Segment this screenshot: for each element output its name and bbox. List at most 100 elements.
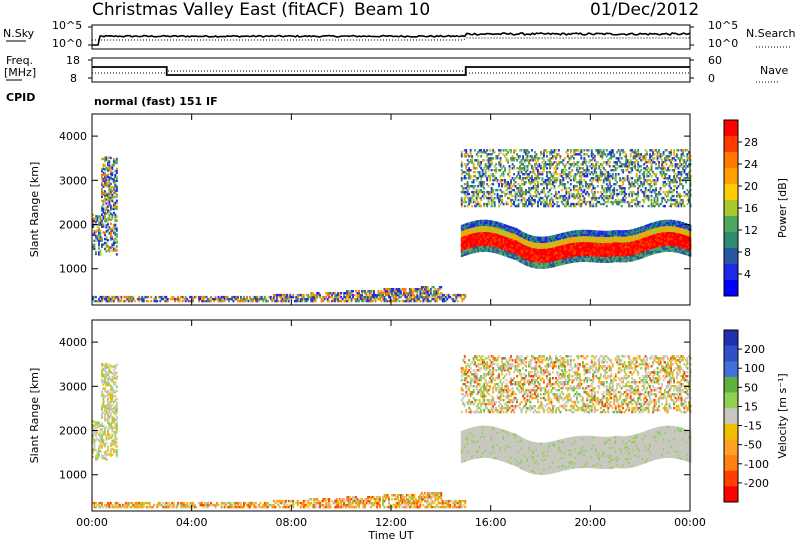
- data-cell: [502, 202, 505, 206]
- data-cell: [483, 187, 486, 190]
- data-cell: [507, 159, 509, 162]
- data-cell: [496, 179, 499, 182]
- data-cell: [544, 192, 547, 196]
- data-cell: [552, 198, 554, 202]
- data-cell: [537, 181, 539, 184]
- data-cell: [593, 187, 596, 190]
- data-cell: [486, 149, 489, 152]
- data-cell: [625, 192, 628, 196]
- data-cell: [353, 293, 356, 297]
- data-cell: [517, 202, 520, 206]
- data-cell: [460, 151, 463, 154]
- data-cell: [616, 188, 619, 192]
- data-cell: [115, 239, 118, 242]
- data-cell: [492, 188, 495, 192]
- data-cell: [560, 188, 563, 192]
- data-cell: [507, 202, 509, 206]
- data-cell: [563, 157, 566, 160]
- data-cell: [587, 155, 590, 158]
- data-cell: [108, 226, 111, 229]
- data-cell: [115, 219, 118, 222]
- data-cell: [499, 157, 502, 160]
- data-cell: [611, 173, 614, 176]
- data-cell: [474, 185, 477, 188]
- data-cell: [562, 177, 565, 180]
- data-cell: [483, 190, 486, 194]
- data-cell: [478, 171, 481, 174]
- nsky-panel-frame: [91, 24, 691, 50]
- data-cell: [593, 155, 596, 158]
- data-cell: [115, 253, 118, 256]
- data-cell: [358, 290, 360, 293]
- data-cell: [115, 233, 118, 236]
- data-cell: [464, 293, 467, 297]
- data-cell: [495, 167, 498, 170]
- data-cell: [98, 227, 100, 230]
- data-cell: [93, 243, 96, 246]
- data-cell: [592, 202, 595, 206]
- data-cell: [469, 149, 472, 152]
- data-cell: [352, 290, 354, 293]
- data-cell: [465, 177, 468, 180]
- data-cell: [328, 299, 331, 303]
- data-cell: [583, 196, 586, 200]
- data-cell: [593, 190, 596, 194]
- data-cell: [468, 192, 471, 196]
- data-cell: [493, 200, 496, 204]
- data-cell: [608, 179, 611, 182]
- data-cell: [535, 153, 538, 156]
- data-cell: [566, 149, 569, 152]
- data-cell: [104, 190, 106, 193]
- data-cell: [605, 149, 608, 152]
- data-cell: [292, 293, 295, 297]
- data-cell: [490, 194, 493, 198]
- data-cell: [147, 295, 150, 299]
- data-cell: [555, 149, 557, 152]
- data-cell: [520, 149, 523, 152]
- data-cell: [534, 198, 536, 202]
- data-cell: [493, 151, 496, 154]
- data-cell: [115, 199, 118, 202]
- data-cell: [115, 167, 118, 170]
- data-cell: [623, 177, 626, 180]
- data-cell: [596, 190, 599, 194]
- data-cell: [117, 295, 120, 299]
- data-cell: [460, 161, 463, 164]
- data-cell: [99, 249, 102, 252]
- data-cell: [487, 185, 490, 188]
- data-cell: [514, 181, 517, 184]
- data-cell: [101, 219, 103, 222]
- data-cell: [495, 163, 498, 166]
- freq-panel-frame: [91, 57, 691, 83]
- data-cell: [496, 188, 499, 192]
- data-cell: [246, 295, 248, 299]
- data-cell: [571, 169, 574, 172]
- data-cell: [590, 149, 593, 152]
- data-cell: [490, 169, 493, 172]
- data-cell: [596, 185, 599, 188]
- data-cell: [154, 295, 157, 299]
- data-cell: [596, 161, 599, 164]
- data-cell: [520, 187, 523, 190]
- data-cell: [104, 164, 106, 167]
- data-cell: [465, 200, 468, 204]
- data-cell: [109, 222, 112, 225]
- data-cell: [492, 157, 495, 160]
- data-cell: [426, 286, 429, 289]
- data-cell: [566, 153, 569, 156]
- data-cell: [525, 181, 527, 184]
- data-cell: [108, 160, 111, 163]
- data-cell: [513, 173, 515, 176]
- data-cell: [550, 192, 553, 196]
- data-cell: [505, 192, 508, 196]
- data-cell: [483, 181, 486, 184]
- data-cell: [620, 157, 623, 160]
- data-cell: [115, 205, 118, 208]
- data-cell: [373, 290, 375, 293]
- data-cell: [617, 173, 620, 176]
- data-cell: [95, 250, 97, 254]
- data-cell: [559, 155, 562, 158]
- data-cell: [557, 149, 560, 152]
- data-cell: [553, 185, 556, 188]
